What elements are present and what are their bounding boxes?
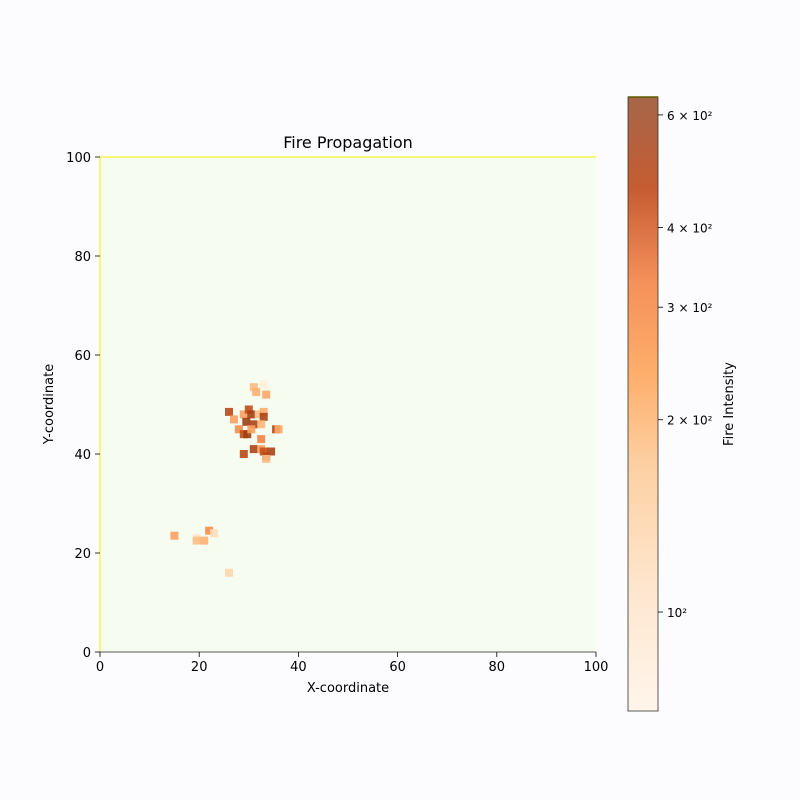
fire-cell — [170, 531, 179, 540]
fire-cell — [243, 430, 252, 439]
fire-cell — [257, 420, 266, 429]
fire-cell — [249, 445, 258, 454]
x-tick-label: 20 — [191, 660, 208, 675]
fire-cell — [259, 380, 268, 389]
fire-cell — [247, 425, 256, 434]
fire-cell — [229, 415, 238, 424]
fire-cell — [262, 454, 271, 463]
fire-cell — [239, 450, 248, 458]
y-tick-label: 40 — [74, 448, 91, 463]
fire-cell — [252, 388, 261, 397]
colorbar-tick-label: 3 × 10² — [667, 301, 713, 315]
chart-title: Fire Propagation — [283, 133, 413, 152]
fire-cell — [267, 447, 276, 456]
x-axis-label: X-coordinate — [307, 681, 389, 696]
colorbar-tick-label: 6 × 10² — [667, 109, 713, 123]
fire-cell — [200, 536, 209, 545]
x-axis-ticks: 0 20 40 60 80 100 — [96, 652, 609, 675]
fire-cell — [210, 529, 219, 538]
colorbar-ticks: 10² 2 × 10² 3 × 10² 4 × 10² 6 × 10² — [658, 109, 713, 620]
fire-cell — [234, 425, 243, 434]
fire-cell — [259, 412, 268, 421]
x-tick-label: 60 — [389, 660, 406, 675]
fire-cell — [205, 526, 214, 535]
fire-cell — [247, 410, 256, 419]
fire-cell — [242, 417, 251, 426]
colorbar-label: Fire Intensity — [722, 362, 737, 446]
plot-area — [100, 157, 596, 652]
colorbar-tick-label: 2 × 10² — [667, 414, 713, 428]
fire-cell — [239, 410, 248, 419]
fire-cell — [225, 568, 233, 577]
y-tick-label: 60 — [74, 349, 91, 364]
colorbar — [627, 96, 659, 712]
y-tick-label: 80 — [74, 250, 91, 265]
fire-cell — [254, 410, 263, 419]
fire-cell — [225, 407, 233, 416]
fire-cell — [257, 435, 266, 444]
x-tick-label: 100 — [584, 660, 609, 675]
colorbar-tick-label: 10² — [667, 606, 687, 620]
fire-cell — [192, 536, 201, 545]
fire-cell — [274, 425, 283, 434]
x-tick-label: 40 — [290, 660, 307, 675]
fire-cell — [244, 405, 253, 414]
fire-cell — [262, 390, 271, 399]
fire-cell — [259, 447, 268, 456]
x-tick-label: 0 — [96, 660, 104, 675]
fire-cell — [249, 383, 258, 392]
x-tick-label: 80 — [489, 660, 506, 675]
y-axis-ticks: 0 20 40 60 80 100 — [66, 151, 100, 661]
fire-cell — [249, 420, 258, 429]
y-tick-label: 100 — [66, 151, 91, 166]
y-tick-label: 20 — [74, 547, 91, 562]
y-axis-label: Y-coordinate — [42, 364, 57, 445]
y-tick-label: 0 — [83, 646, 91, 661]
heatmap-cells — [170, 380, 283, 577]
colorbar-tick-label: 4 × 10² — [667, 221, 713, 235]
fire-cell — [259, 407, 268, 416]
